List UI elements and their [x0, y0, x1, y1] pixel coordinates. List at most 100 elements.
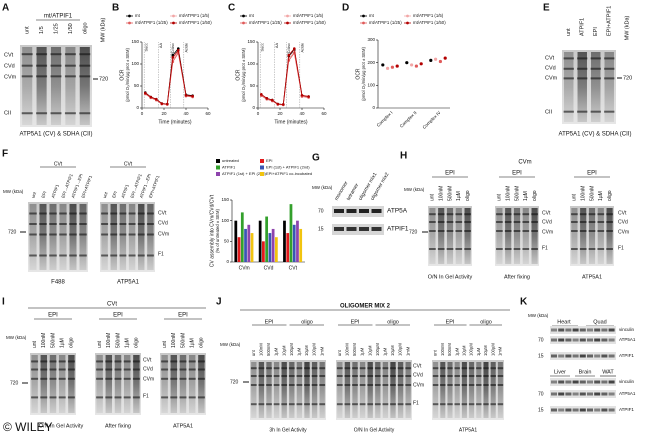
blot-band	[572, 408, 579, 412]
caption: ATP5A1 (CV) & SDHA (CII)	[559, 132, 632, 138]
legend-label: mt	[135, 13, 141, 18]
blot-band	[334, 209, 344, 213]
blot-band	[601, 392, 608, 396]
gel-band	[504, 248, 512, 250]
lane-label: 500nM	[589, 186, 595, 201]
gel-band	[79, 212, 87, 215]
panel-letter: F	[2, 149, 8, 160]
gel-band	[522, 221, 530, 223]
gel-band	[461, 375, 468, 377]
gel-band	[101, 212, 109, 215]
gel-band	[119, 212, 127, 215]
group-label: mt/ATPIF1	[44, 14, 73, 20]
x-tick-label: 0	[141, 111, 144, 116]
gel-lane	[105, 355, 113, 413]
gel-band	[49, 254, 57, 257]
gel-band	[579, 221, 587, 223]
label: 70	[538, 391, 544, 397]
legend-label: mt/ATPIF1 (1/50)	[179, 20, 212, 25]
gel-band	[504, 221, 512, 223]
bar	[247, 224, 251, 262]
blot-band	[572, 354, 579, 358]
legend-label: mt	[369, 13, 375, 18]
gel-band	[374, 367, 381, 370]
gel-band	[577, 57, 588, 60]
group-label: EPI	[351, 319, 360, 325]
data-point	[149, 95, 153, 99]
bar	[286, 233, 290, 262]
lane-label: oligo	[199, 337, 205, 348]
gel-band	[606, 230, 613, 232]
gel-band	[21, 112, 33, 115]
gel-band	[606, 213, 613, 216]
blot-label: ATPIF1	[619, 407, 634, 412]
gel-band	[522, 213, 530, 216]
gel-band	[69, 233, 77, 236]
group-label: oligo	[480, 319, 492, 325]
gel-lane	[31, 355, 38, 413]
label: 15	[538, 407, 544, 413]
legend-swatch	[362, 14, 365, 18]
gel-lane	[352, 362, 358, 418]
gel-band	[437, 230, 445, 232]
gel-band	[119, 254, 127, 257]
lane-label: 1µM	[383, 347, 388, 356]
gel-band	[440, 403, 446, 406]
gel-band	[577, 77, 588, 80]
gel-band	[382, 384, 389, 386]
gel-band	[58, 368, 66, 371]
header: CVt	[54, 161, 63, 167]
gel-band	[374, 384, 381, 386]
gel-band	[304, 367, 310, 370]
legend-swatch	[216, 165, 220, 170]
lane-label: 100nM	[106, 333, 112, 348]
caption: F488	[51, 280, 65, 286]
blot-band	[594, 392, 601, 396]
injection-label: AA	[159, 43, 163, 49]
gel-band	[483, 403, 489, 406]
gel	[28, 202, 88, 272]
blot-band	[579, 338, 586, 342]
gel-band	[497, 367, 504, 370]
gel-band	[367, 375, 374, 377]
gel-band	[464, 230, 471, 232]
gel-band	[429, 230, 436, 232]
lane-label: 100nM	[506, 186, 512, 201]
injection-label: Azide	[300, 43, 304, 53]
panel-letter: A	[2, 3, 9, 14]
gel-lane	[79, 47, 90, 125]
gel-band	[96, 396, 104, 399]
gel-band	[405, 375, 412, 377]
gel-band	[49, 377, 57, 380]
gel-band	[146, 254, 154, 257]
bar	[265, 216, 269, 262]
lane-label: unt	[32, 340, 38, 348]
gel-band	[311, 367, 318, 370]
gel-band	[39, 212, 47, 215]
gel-band	[114, 377, 122, 380]
band-label: CVt	[413, 363, 422, 369]
gel-band	[579, 213, 587, 216]
gel-band	[476, 403, 482, 406]
y-tick-label: 50	[224, 239, 230, 244]
data-point	[386, 66, 390, 70]
caption: After fixing	[105, 423, 131, 429]
gel-band	[137, 223, 145, 225]
gel-band	[447, 367, 453, 370]
lane-label: oligo	[82, 22, 88, 34]
data-point	[381, 63, 385, 67]
gel-band	[64, 53, 76, 56]
gel-band	[273, 384, 280, 386]
band-label: CVt	[542, 210, 551, 216]
lane-label: ATPIF1	[120, 183, 130, 199]
gel-band	[250, 403, 257, 406]
legend-swatch	[216, 172, 220, 176]
gel-band	[344, 375, 351, 377]
band-label: CVd	[542, 219, 552, 225]
band-label: CVm	[158, 231, 169, 237]
lane-label: 100µM	[490, 343, 495, 356]
gel-band	[446, 248, 454, 250]
gel-lane	[170, 355, 178, 413]
lane-label: oligo	[134, 337, 140, 348]
gel-lane	[337, 362, 343, 418]
